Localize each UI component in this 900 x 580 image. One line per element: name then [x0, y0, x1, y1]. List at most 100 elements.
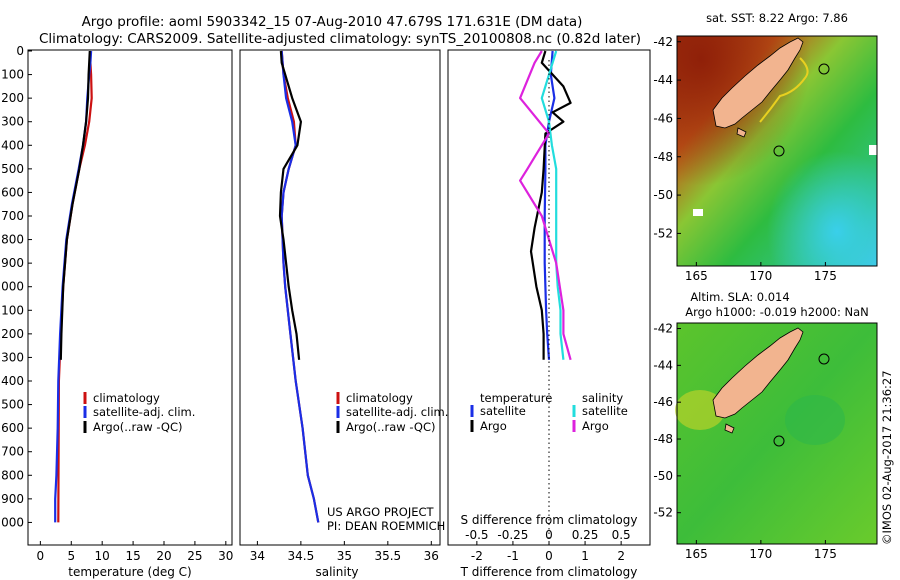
s-tick-label: 0 [545, 528, 553, 542]
lat-tick-label: -46 [653, 111, 673, 125]
difference-legend: temperature salinity satellite Argo sate… [470, 391, 628, 433]
imos-watermark: ©IMOS 02-Aug-2017 21:36:27 [880, 370, 894, 545]
s-tick-label: 0.25 [572, 528, 599, 542]
depth-tick-label: 1100 [0, 303, 24, 317]
x-tick-label: 36 [424, 549, 439, 563]
x-tick-label: 2 [617, 549, 625, 563]
depth-tick-label: 700 [1, 209, 24, 223]
t-difference-axis-label: T difference from climatology [460, 565, 638, 579]
reference-circle [818, 63, 830, 75]
lat-tick-label: -42 [653, 322, 673, 336]
lat-tick-label: -48 [653, 432, 673, 446]
x-tick-label: 20 [156, 549, 171, 563]
t-difference-x-axis: -2 -1 0 1 2 [471, 541, 625, 563]
argo-position-marker [773, 145, 785, 157]
lat-tick-label: -48 [653, 150, 673, 164]
lon-tick-label: 170 [749, 547, 772, 561]
lat-tick-label: -44 [653, 358, 673, 372]
sst-map-frame [676, 35, 878, 267]
lat-tick-label: -52 [653, 506, 673, 520]
depth-tick-label: 1800 [0, 468, 24, 482]
series-line-argo-raw-qc- [278, 50, 302, 360]
salinity-legend: climatology satellite-adj. clim. Argo(..… [327, 391, 448, 533]
x-tick-label: 1 [581, 549, 589, 563]
x-tick-label: 5 [67, 549, 75, 563]
legend-satellite-label: satellite-adj. clim. [346, 405, 448, 419]
lat-tick-label: -52 [653, 226, 673, 240]
sla-title-2: Argo h1000: -0.019 h2000: NaN [685, 305, 869, 319]
series-line-salinity-satellite [540, 50, 565, 360]
series-line-salinity-argo [518, 50, 572, 361]
s-difference-x-axis: -0.5 -0.25 0 0.25 0.5 [465, 528, 631, 542]
depth-tick-label: 400 [1, 138, 24, 152]
depth-tick-label: 1200 [0, 327, 24, 341]
x-tick-label: 35.5 [374, 549, 401, 563]
lon-tick-label: 175 [814, 547, 837, 561]
legend-temperature-title: temperature [480, 391, 552, 405]
depth-tick-label: 800 [1, 233, 24, 247]
pi-annotation: PI: DEAN ROEMMICH [327, 519, 445, 533]
depth-tick-label: 1300 [0, 350, 24, 364]
title-line-2: Climatology: CARS2009. Satellite-adjuste… [39, 31, 641, 47]
x-tick-label: 0 [37, 549, 45, 563]
depth-tick-label: 200 [1, 91, 24, 105]
depth-tick-label: 600 [1, 185, 24, 199]
salinity-panel-frame [239, 49, 441, 546]
series-line-argo-raw-qc- [59, 50, 91, 360]
coastal-warm-front [759, 57, 809, 123]
sla-lat-axis: -42 -44 -46 -48 -50 -52 [653, 322, 681, 520]
lat-tick-label: -46 [653, 395, 673, 409]
lat-tick-label: -50 [653, 469, 673, 483]
depth-tick-label: 2000 [0, 515, 24, 529]
reference-circle [818, 353, 830, 365]
lat-tick-label: -42 [653, 35, 673, 49]
missing-data-patch [693, 209, 703, 216]
sst-lon-axis: 165 170 175 [685, 262, 837, 283]
sla-lon-axis: 165 170 175 [685, 540, 837, 561]
depth-tick-label: 1400 [0, 374, 24, 388]
series-line-temperature-argo [529, 50, 572, 360]
depth-tick-label: 900 [1, 256, 24, 270]
sst-map-title: sat. SST: 8.22 Argo: 7.86 [706, 11, 848, 25]
temperature-axis-label: temperature (deg C) [68, 565, 191, 579]
stewart-island-land [724, 423, 735, 434]
lon-tick-label: 170 [749, 269, 772, 283]
lat-tick-label: -44 [653, 73, 673, 87]
sla-high-anomaly [675, 390, 725, 430]
legend-s-satellite-label: satellite [582, 404, 628, 418]
series-line-temperature-satellite [543, 50, 556, 360]
project-annotation: US ARGO PROJECT [327, 505, 435, 519]
legend-satellite-label: satellite-adj. clim. [93, 405, 195, 419]
s-difference-axis-label: S difference from climatology [461, 513, 638, 527]
x-tick-label: 15 [125, 549, 140, 563]
temperature-x-axis: 0 5 10 15 20 25 30 [37, 541, 233, 563]
x-tick-label: 10 [95, 549, 110, 563]
x-tick-label: 25 [187, 549, 202, 563]
legend-t-satellite-label: satellite [480, 404, 526, 418]
south-island-land [712, 327, 804, 419]
stewart-island-land [736, 127, 747, 138]
x-tick-label: 34 [250, 549, 265, 563]
x-tick-label: 34.5 [288, 549, 315, 563]
salinity-axis-label: salinity [315, 565, 358, 579]
s-tick-label: 0.5 [612, 528, 631, 542]
legend-argo-label: Argo(..raw -QC) [346, 420, 436, 434]
lat-tick-label: -50 [653, 188, 673, 202]
legend-argo-label: Argo(..raw -QC) [93, 420, 183, 434]
sla-map: Altim. SLA: 0.014 Argo h1000: -0.019 h20… [653, 290, 878, 561]
depth-tick-label: 300 [1, 115, 24, 129]
depth-tick-label: 1700 [0, 445, 24, 459]
x-tick-label: 30 [218, 549, 233, 563]
lon-tick-label: 165 [685, 269, 708, 283]
salinity-x-axis: 34 34.5 35 35.5 36 [250, 541, 439, 563]
x-tick-label: 0 [545, 549, 553, 563]
legend-s-argo-label: Argo [582, 419, 609, 433]
salinity-series [278, 50, 320, 523]
x-tick-label: 35 [337, 549, 352, 563]
s-tick-label: -0.25 [497, 528, 528, 542]
depth-tick-label: 1000 [0, 280, 24, 294]
legend-salinity-title: salinity [582, 391, 623, 405]
temperature-series [54, 50, 93, 523]
sla-title-1: Altim. SLA: 0.014 [690, 290, 789, 304]
